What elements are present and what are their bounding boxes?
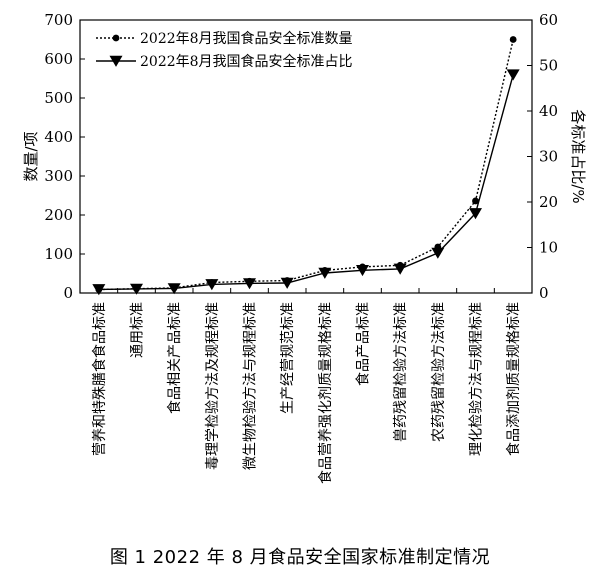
y-tick-label: 400 (44, 128, 73, 146)
series-line (98, 39, 514, 291)
y2-tick-label: 50 (539, 57, 558, 75)
y2-tick-label: 10 (539, 239, 558, 257)
data-point (318, 267, 332, 279)
x-tick-label: 食品添加剂质量规格标准 (505, 302, 522, 456)
x-tick-label: 农药残留检验方法标准 (431, 302, 447, 442)
y2-tick-label: 20 (539, 193, 558, 211)
data-point (167, 283, 181, 295)
y-tick-label: 700 (44, 11, 73, 29)
y-tick-label: 500 (44, 89, 73, 107)
data-point (506, 69, 520, 81)
data-point (92, 284, 106, 296)
data-point (280, 277, 294, 289)
data-point (472, 197, 479, 205)
data-point (393, 263, 407, 275)
legend-label: 2022年8月我国食品安全标准占比 (140, 53, 353, 70)
y-tick-label: 100 (44, 245, 73, 263)
y-tick-label: 0 (63, 284, 73, 302)
y2-tick-label: 30 (539, 148, 558, 166)
legend: 2022年8月我国食品安全标准数量 2022年8月我国食品安全标准占比 (96, 30, 353, 70)
legend-marker (109, 55, 123, 67)
data-point (431, 247, 445, 259)
y-tick-label: 600 (44, 50, 73, 68)
y2-tick-label: 0 (539, 284, 549, 302)
x-tick-label: 食品营养强化剂质量规格标准 (317, 302, 334, 484)
y2-tick-label: 40 (539, 102, 558, 120)
data-point (205, 279, 219, 291)
legend-marker (112, 34, 120, 42)
data-point (243, 278, 256, 290)
y-tick-label: 200 (44, 206, 73, 224)
series (92, 36, 520, 296)
data-point (509, 36, 517, 43)
y2-axis-title: 各标准占比/% (569, 109, 587, 203)
x-tick-label: 通用标准 (130, 302, 146, 358)
data-point (356, 265, 369, 277)
x-tick-label: 生产经营规范标准 (279, 302, 296, 414)
x-tick-label: 理化检验方法与规程标准 (469, 302, 485, 456)
y-axis-title: 数量/项 (22, 131, 40, 181)
legend-label: 2022年8月我国食品安全标准数量 (140, 30, 353, 47)
x-tick-label: 兽药残留检验方法标准 (393, 302, 409, 442)
x-tick-label: 食品产品标准 (355, 302, 372, 386)
axes: 0 100 200 300 400 500 600 700 0 10 20 30 40 50 60 数量/项 各… (22, 11, 587, 302)
y2-tick-label: 60 (539, 11, 558, 29)
x-tick-label: 食品相关产品标准 (166, 302, 183, 414)
figure-caption: 图 1 2022 年 8 月食品安全国家标准制定情况 (109, 547, 491, 568)
x-tick-label: 营养和特殊膳食食品标准 (91, 302, 108, 456)
y-tick-label: 300 (44, 167, 73, 185)
x-tick-label: 微生物检验方法与规程标准 (243, 302, 259, 470)
labels: 营养和特殊膳食食品标准 通用标准 食品相关产品标准 毒理学检验方法及规程标准 微生物检验… (91, 302, 522, 484)
data-point (469, 208, 482, 220)
series-line (98, 74, 514, 291)
data-point (130, 283, 143, 295)
x-tick-label: 毒理学检验方法及规程标准 (205, 302, 221, 470)
